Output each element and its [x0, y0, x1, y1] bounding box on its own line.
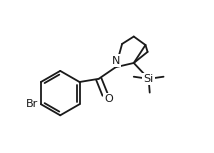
Text: Si: Si — [144, 74, 154, 84]
Text: N: N — [111, 56, 120, 65]
Text: Br: Br — [25, 99, 38, 109]
Text: O: O — [104, 94, 113, 104]
